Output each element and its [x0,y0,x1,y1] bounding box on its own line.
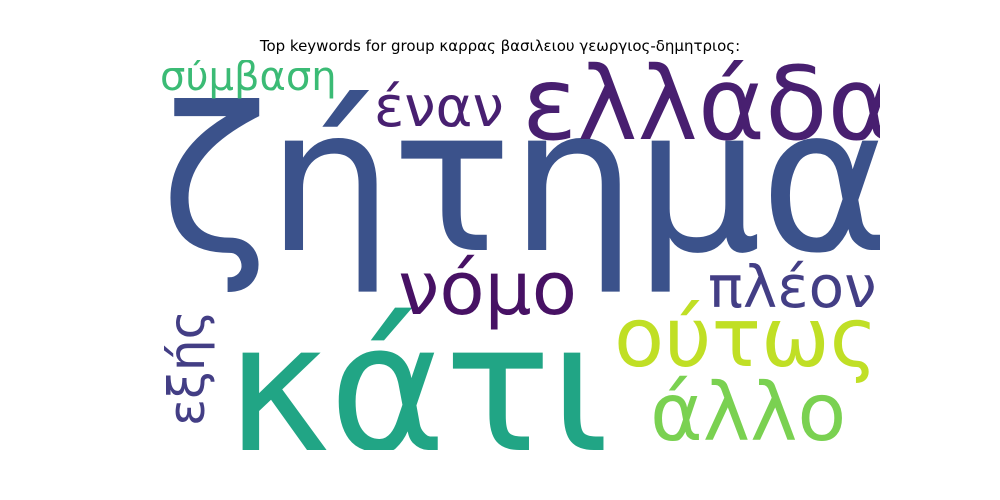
word-allo: άλλο [650,366,847,451]
word-enan: έναν [374,75,504,140]
word-outos: ούτως [614,291,878,386]
word-zitima: ζήτημα [160,65,880,298]
figure-title: Top keywords for group καρρας βασιλειου … [259,37,741,55]
word-cloud: ζήτημα κάτι ελλάδα ούτως άλλο νόμο πλέον… [160,60,880,450]
word-exis: εξής [160,310,216,426]
word-symvasi: σύμβαση [160,60,337,100]
word-ellada: ελλάδα [522,60,880,164]
word-nomo: νόμο [398,246,577,332]
word-pleon: πλέον [708,253,877,321]
word-kati: κάτι [226,285,610,451]
